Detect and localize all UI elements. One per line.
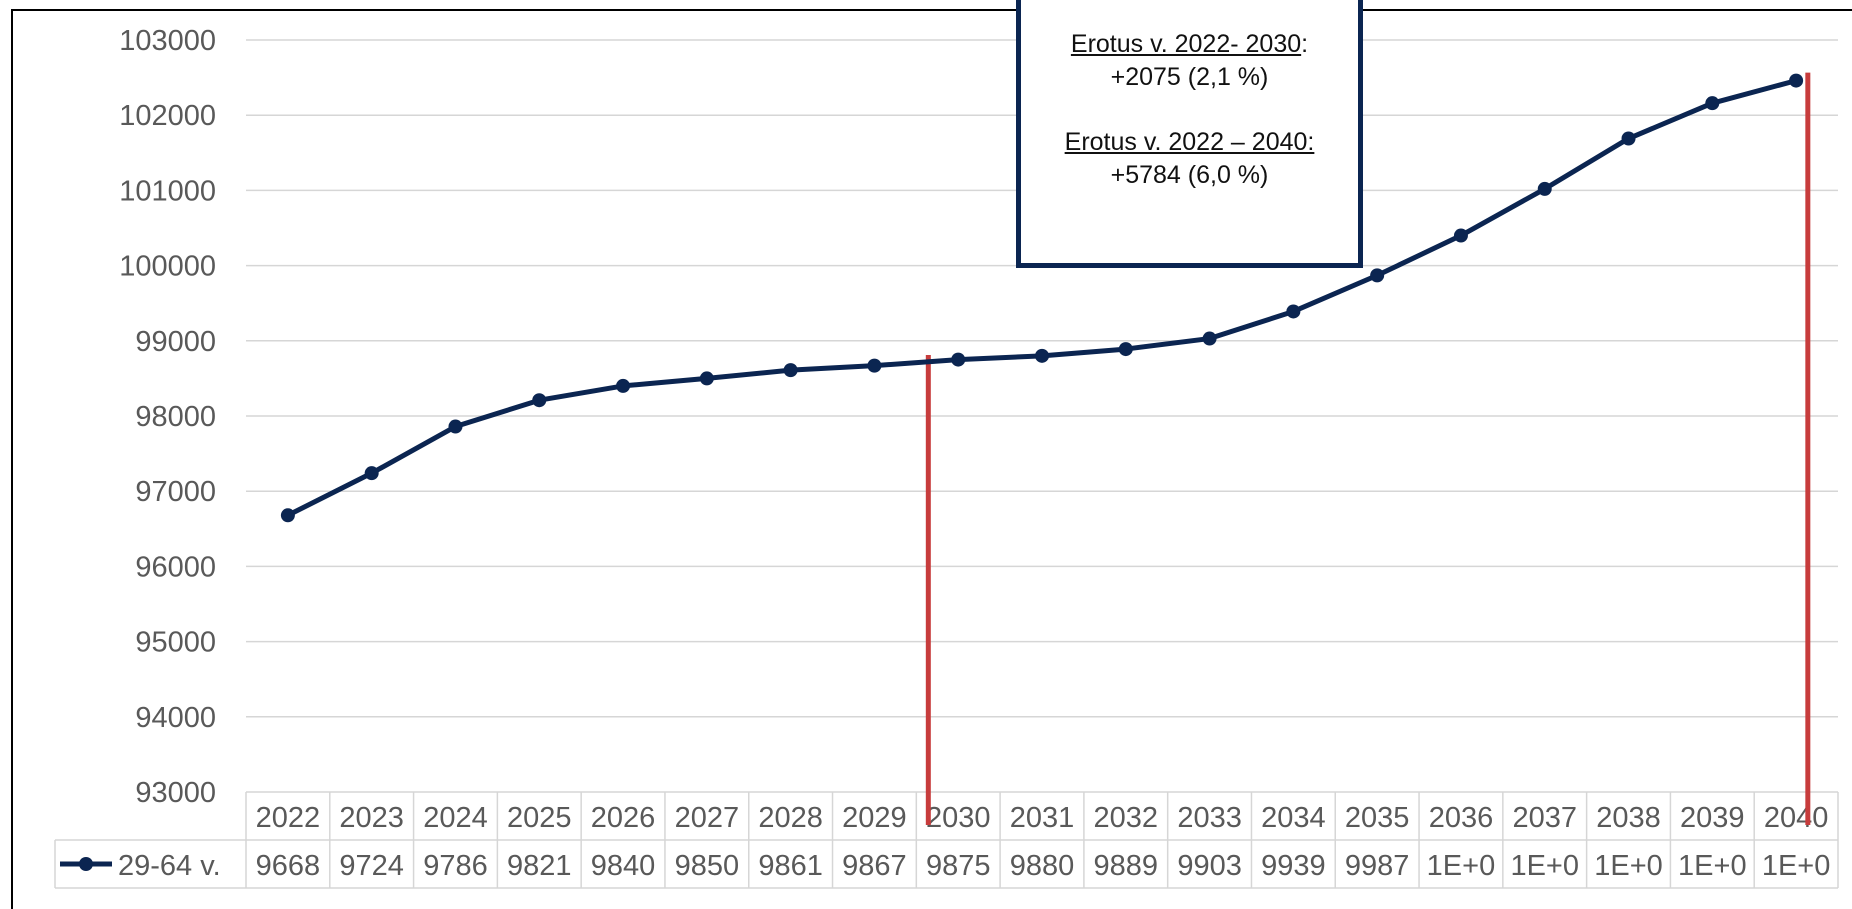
x-category-label: 2035: [1345, 802, 1410, 834]
data-point: [1537, 181, 1552, 196]
y-tick-label: 93000: [135, 777, 216, 809]
y-tick-label: 96000: [135, 551, 216, 583]
y-tick-label: 101000: [119, 175, 216, 207]
table-value-cell: 9786: [423, 850, 488, 882]
x-category-label: 2026: [591, 802, 656, 834]
annotation-line-3: Erotus v. 2022 – 2040:: [1064, 128, 1315, 156]
annotation-line-4: +5784 (6,0 %): [1110, 161, 1269, 189]
data-point: [1705, 96, 1720, 111]
data-point: [1035, 348, 1049, 363]
table-value-cell: 9724: [339, 850, 404, 882]
table-value-cell: 9867: [842, 850, 907, 882]
table-value-cell: 1E+0: [1678, 850, 1747, 882]
x-category-label: 2029: [842, 802, 907, 834]
legend-label: 29-64 v.: [118, 850, 221, 882]
chart-frame: [11, 9, 1852, 909]
x-category-label: 2040: [1764, 802, 1829, 834]
table-value-cell: 9939: [1261, 850, 1326, 882]
data-point: [616, 378, 631, 393]
y-tick-label: 94000: [135, 702, 216, 734]
table-value-cell: 9668: [256, 850, 321, 882]
y-tick-label: 97000: [135, 476, 216, 508]
table-value-cell: 9875: [926, 850, 991, 882]
annotation-box: Erotus v. 2022- 2030: +2075 (2,1 %) Erot…: [1016, 0, 1363, 268]
table-value-cell: 9850: [675, 850, 740, 882]
data-point: [1789, 73, 1804, 88]
data-point: [1286, 304, 1301, 319]
legend-marker: [79, 857, 93, 871]
x-category-label: 2034: [1261, 802, 1326, 834]
data-point: [951, 352, 966, 367]
y-tick-label: 95000: [135, 627, 216, 659]
data-point: [364, 466, 379, 481]
x-category-label: 2036: [1429, 802, 1494, 834]
x-category-label: 2028: [758, 802, 823, 834]
data-point: [783, 363, 798, 378]
table-value-cell: 1E+0: [1510, 850, 1579, 882]
x-category-label: 2023: [339, 802, 404, 834]
data-point: [280, 508, 295, 523]
x-category-label: 2025: [507, 802, 572, 834]
table-value-cell: 9861: [758, 850, 823, 882]
data-point: [532, 393, 547, 408]
table-value-cell: 9889: [1094, 850, 1159, 882]
x-category-label: 2037: [1512, 802, 1577, 834]
table-value-cell: 9840: [591, 850, 656, 882]
annotation-line-2: +2075 (2,1 %): [1110, 63, 1269, 91]
table-value-cell: 9821: [507, 850, 572, 882]
y-tick-label: 102000: [119, 100, 216, 132]
x-category-label: 2027: [675, 802, 740, 834]
x-category-label: 2039: [1680, 802, 1745, 834]
x-category-label: 2032: [1094, 802, 1159, 834]
x-category-label: 2038: [1596, 802, 1661, 834]
table-value-cell: 9903: [1177, 850, 1242, 882]
x-category-label: 2031: [1010, 802, 1075, 834]
y-tick-label: 103000: [119, 25, 216, 57]
data-point: [1370, 268, 1385, 283]
y-tick-label: 99000: [135, 326, 216, 358]
table-value-cell: 9880: [1010, 850, 1075, 882]
table-value-cell: 9987: [1345, 850, 1410, 882]
x-category-label: 2033: [1177, 802, 1242, 834]
y-tick-label: 98000: [135, 401, 216, 433]
data-point: [1621, 131, 1636, 146]
table-value-cell: 1E+0: [1427, 850, 1496, 882]
x-category-label: 2022: [256, 802, 321, 834]
x-category-label: 2024: [423, 802, 488, 834]
data-point: [699, 371, 714, 386]
data-point: [1453, 228, 1468, 243]
table-value-cell: 1E+0: [1594, 850, 1663, 882]
data-point: [1202, 331, 1217, 346]
x-category-label: 2030: [926, 802, 991, 834]
table-value-cell: 1E+0: [1762, 850, 1831, 882]
data-point: [448, 419, 463, 434]
y-tick-label: 100000: [119, 251, 216, 283]
data-point: [867, 358, 882, 373]
data-point: [1118, 342, 1133, 357]
annotation-line-1: Erotus v. 2022- 2030:: [1070, 30, 1309, 58]
